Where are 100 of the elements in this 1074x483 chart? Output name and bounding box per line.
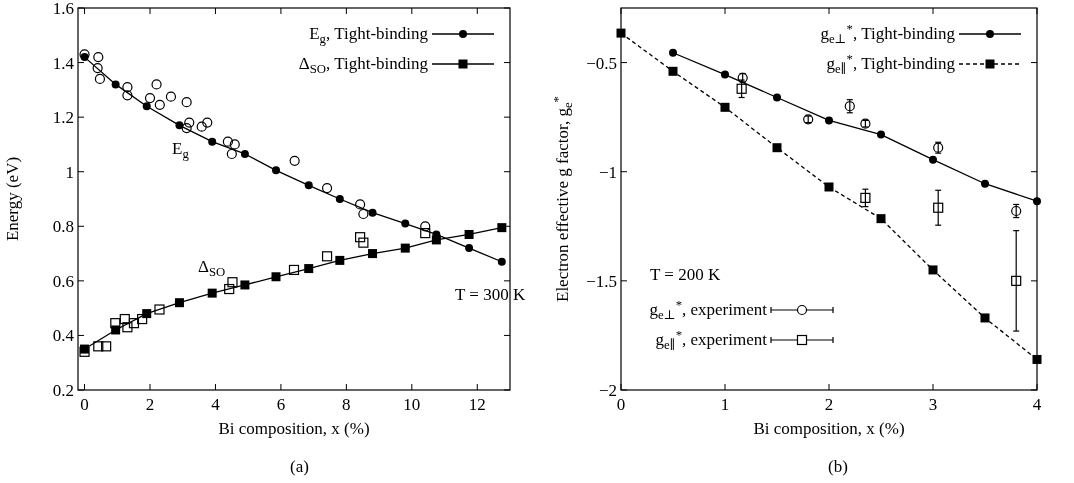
text: (a): [290, 457, 309, 476]
point: [304, 181, 313, 190]
point: [497, 257, 506, 266]
legend-label: Δ$_{SO}$, Tight-binding: [298, 54, 429, 76]
point: [175, 121, 184, 130]
point: [92, 62, 103, 74]
point: [401, 219, 410, 228]
point: [321, 251, 333, 262]
point: [271, 272, 281, 282]
y-tick-label: 0.4: [52, 326, 75, 346]
point: [142, 102, 151, 111]
point: [420, 228, 431, 239]
point: [772, 143, 782, 153]
point: [119, 313, 130, 325]
point: [93, 341, 104, 352]
legend-label: g$_{e⊥}$$^{*}$, Tight-binding: [820, 22, 956, 46]
point: [227, 277, 238, 288]
x-tick-label: 12: [468, 395, 486, 414]
point: [184, 117, 195, 128]
point: [1011, 275, 1022, 286]
y-tick-label: 0.8: [52, 217, 74, 237]
point: [181, 97, 192, 108]
point: [773, 93, 781, 102]
point: [980, 313, 990, 323]
point: [465, 244, 474, 253]
point: [207, 288, 217, 298]
point: [616, 28, 626, 38]
point: [929, 155, 937, 164]
point: [289, 155, 300, 166]
point: [876, 214, 886, 224]
x-tick-label: 4: [1032, 395, 1042, 414]
point: [151, 79, 162, 90]
point: [1033, 197, 1041, 206]
point: [154, 99, 165, 110]
point: [144, 92, 156, 104]
point: [431, 235, 441, 245]
point: [860, 192, 871, 204]
point: [321, 182, 333, 194]
point: [111, 80, 120, 89]
y-tick-label: 0.2: [52, 381, 74, 400]
point: [355, 232, 366, 243]
point: [272, 166, 280, 175]
point: [877, 130, 885, 139]
point: [196, 121, 207, 132]
point: [202, 117, 213, 128]
y-tick-label: 0.6: [52, 271, 74, 291]
y-tick-label: 1.6: [52, 0, 74, 18]
point: [825, 116, 833, 125]
legend-label: g$_{e∥}$$^{*}$, Tight-binding: [826, 52, 956, 76]
point: [101, 341, 112, 352]
x-tick-label: 10: [403, 395, 421, 414]
point: [142, 309, 152, 319]
point: [154, 304, 165, 315]
point: [824, 182, 834, 192]
text: (b): [828, 457, 848, 476]
point: [335, 195, 344, 203]
x-tick-label: 0: [616, 395, 626, 414]
point: [208, 137, 217, 146]
y-tick-label: 1.4: [52, 53, 75, 73]
point: [288, 264, 300, 276]
annotation: E$_{g}$: [172, 139, 190, 161]
y-tick-label: 1.2: [52, 108, 74, 128]
point: [165, 91, 177, 102]
point: [928, 265, 938, 275]
x-tick-label: 2: [145, 395, 155, 414]
point: [122, 322, 133, 333]
point: [497, 223, 507, 233]
point: [721, 70, 729, 79]
point: [933, 202, 944, 213]
x-tick-label: 2: [824, 395, 834, 414]
annotation: T = 200 K: [650, 265, 721, 284]
legend-label: g$_{e∥}$$^{*}$, experiment: [655, 328, 768, 352]
point: [137, 313, 148, 325]
point: [240, 149, 249, 158]
x-tick-label: 6: [276, 395, 286, 414]
point: [224, 283, 235, 295]
legend-label: g$_{e⊥}$$^{*}$, experiment: [649, 298, 768, 322]
y-tick-label: −1.5: [586, 271, 617, 291]
x-tick-label: 1: [720, 395, 730, 414]
point: [981, 179, 989, 188]
point: [1032, 354, 1042, 364]
x-axis-title: Bi composition, x (%): [218, 419, 370, 438]
point: [355, 199, 366, 210]
point: [335, 255, 345, 265]
point: [174, 298, 184, 308]
point: [358, 237, 369, 248]
y-tick-label: 1: [65, 162, 74, 182]
point: [464, 229, 474, 239]
point: [368, 249, 378, 259]
point: [668, 66, 678, 76]
x-tick-label: 8: [342, 395, 351, 414]
point: [720, 102, 730, 112]
x-tick-label: 4: [211, 395, 221, 414]
point: [94, 73, 106, 85]
x-tick-label: 3: [928, 395, 938, 414]
y-axis-title: Energy (eV): [3, 156, 22, 242]
y-tick-label: −0.5: [586, 53, 617, 73]
point: [304, 264, 314, 274]
y-tick-label: −1: [598, 162, 617, 182]
legend-label: E$_{g}$, Tight-binding: [309, 24, 429, 46]
